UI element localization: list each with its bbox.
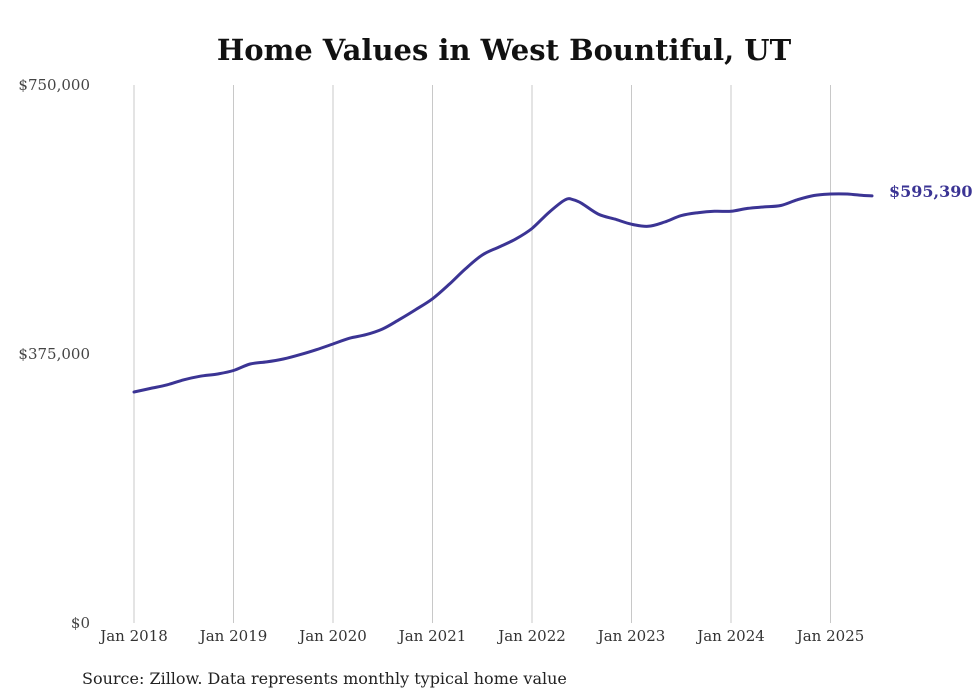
source-note: Source: Zillow. Data represents monthly …: [82, 669, 567, 688]
x-tick-label: Jan 2021: [397, 627, 467, 645]
y-tick-label: $0: [71, 614, 90, 632]
x-tick-label: Jan 2019: [198, 627, 268, 645]
x-tick-label: Jan 2022: [496, 627, 566, 645]
x-tick-label: Jan 2025: [795, 627, 865, 645]
series-line-home-value: [132, 192, 874, 394]
x-axis-ticks: Jan 2018 Jan 2019 Jan 2020 Jan 2021 Jan 2022…: [98, 627, 864, 645]
chart-title: Home Values in West Bountiful, UT: [217, 33, 792, 67]
gridlines: [133, 85, 831, 623]
y-tick-label: $375,000: [18, 345, 90, 363]
y-tick-label: $750,000: [18, 76, 90, 94]
end-value-label: $595,390: [889, 182, 973, 201]
x-tick-label: Jan 2024: [695, 627, 765, 645]
x-tick-label: Jan 2020: [297, 627, 367, 645]
y-axis-ticks: $0 $375,000 $750,000: [18, 76, 90, 632]
x-tick-label: Jan 2018: [98, 627, 168, 645]
x-tick-label: Jan 2023: [596, 627, 666, 645]
